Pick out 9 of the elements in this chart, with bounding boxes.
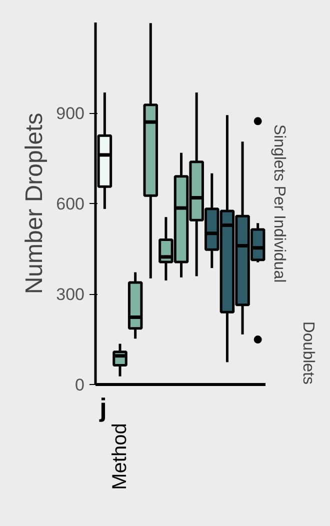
text: Method <box>109 423 132 490</box>
y-tick-label: 0 <box>75 376 85 394</box>
text: Doublets <box>300 321 316 385</box>
y-tick-label: 600 <box>56 194 85 214</box>
y-tick-label: 900 <box>56 104 85 123</box>
y-tick-label: 300 <box>56 285 85 304</box>
y-axis-title: Number Droplets <box>21 112 48 294</box>
text: j <box>98 392 107 422</box>
text: Singlets Per Individual <box>270 124 288 283</box>
